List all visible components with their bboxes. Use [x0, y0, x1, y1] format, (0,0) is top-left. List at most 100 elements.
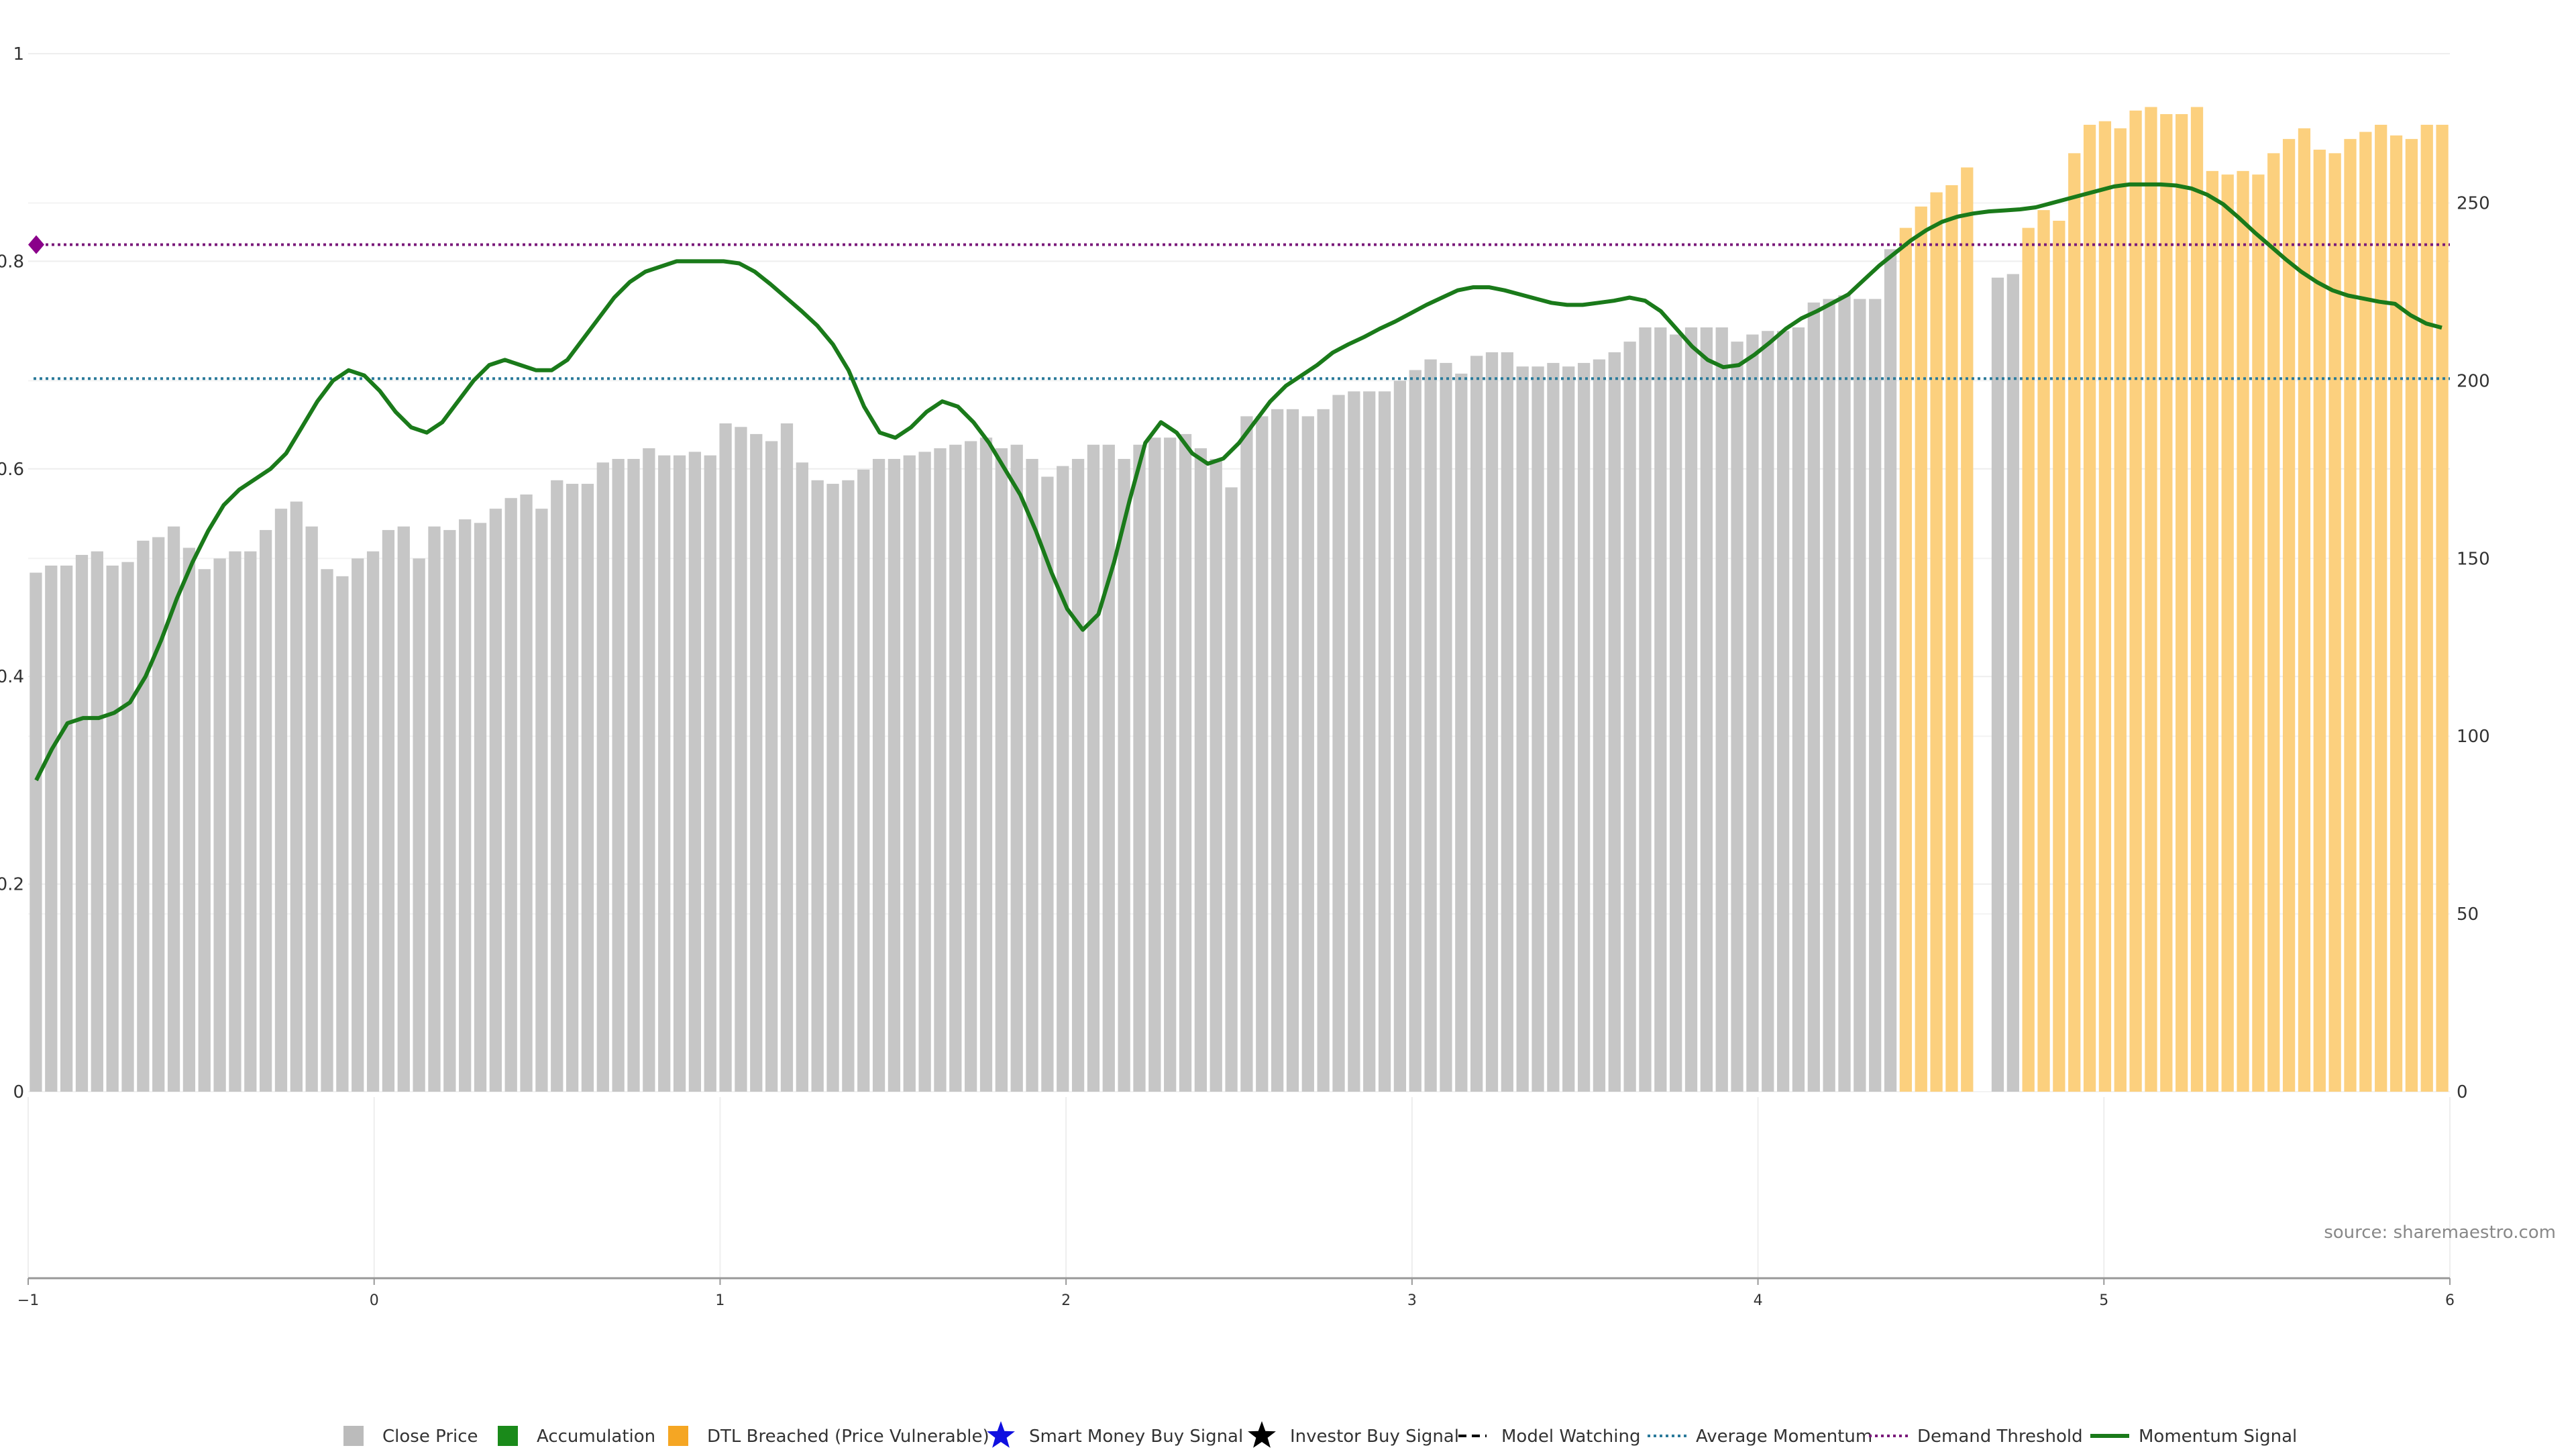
close-price-bar	[1700, 327, 1713, 1092]
source-label: source: sharemaestro.com	[2324, 1223, 2556, 1243]
dtl-breached-bar	[2083, 124, 2096, 1092]
dtl-breached-bar	[2420, 124, 2433, 1092]
close-price-bar	[535, 509, 548, 1092]
left-tick-label: 0.6	[0, 460, 24, 480]
close-price-bar	[1179, 433, 1192, 1092]
close-price-bar	[796, 462, 808, 1092]
left-tick-label: 0.4	[0, 667, 24, 687]
legend-item: Demand Threshold	[1869, 1427, 2083, 1447]
dtl-breached-bar	[2206, 170, 2218, 1092]
right-tick-label: 200	[2457, 371, 2490, 391]
close-price-bar	[1577, 362, 1591, 1092]
close-price-bar	[765, 441, 778, 1092]
indicator-lines	[28, 182, 2450, 782]
x-tick-label: 3	[1407, 1292, 1417, 1309]
dtl-breached-bar	[2037, 210, 2050, 1092]
legend-label: Close Price	[382, 1427, 478, 1447]
close-price-bar	[366, 551, 380, 1092]
dtl-breached-bar	[2053, 221, 2065, 1092]
left-tick-label: 1	[13, 44, 24, 64]
right-tick-label: 100	[2457, 727, 2490, 747]
legend-item: Investor Buy Signal	[1248, 1421, 1459, 1448]
close-price-bar	[1623, 342, 1636, 1092]
left-tick-label: 0.2	[0, 875, 24, 895]
close-price-bar	[489, 509, 502, 1092]
dtl-breached-bar	[2252, 174, 2265, 1092]
close-price-bar	[1854, 299, 1866, 1092]
right-tick-label: 250	[2457, 194, 2490, 214]
close-price-bar	[1991, 277, 2004, 1092]
close-price-bar	[75, 555, 89, 1092]
close-price-bar	[1501, 352, 1513, 1092]
close-price-bar	[1838, 295, 1851, 1092]
right-tick-label: 0	[2457, 1082, 2468, 1102]
close-price-bar	[229, 551, 241, 1092]
x-tick-label: 0	[370, 1292, 379, 1309]
close-price-bar	[1884, 249, 1897, 1092]
legend-label: Model Watching	[1501, 1427, 1640, 1447]
dtl-breached-bar	[1899, 227, 1913, 1092]
close-price-bar	[167, 526, 180, 1092]
price-bars	[30, 107, 2449, 1092]
dtl-breached-bar	[2098, 121, 2112, 1092]
close-price-bar	[321, 569, 333, 1092]
close-price-bar	[106, 565, 119, 1092]
legend-star-icon	[987, 1421, 1015, 1448]
close-price-bar	[627, 458, 640, 1092]
close-price-bar	[1363, 391, 1376, 1092]
close-price-bar	[612, 458, 625, 1092]
close-price-bar	[735, 427, 747, 1092]
x-tick-label: 6	[2445, 1292, 2455, 1309]
dtl-breached-bar	[1945, 185, 1958, 1092]
dtl-breached-bar	[2313, 150, 2326, 1092]
legend-label: Smart Money Buy Signal	[1029, 1427, 1243, 1447]
close-price-bar	[596, 462, 609, 1092]
dtl-breached-bar	[2145, 107, 2157, 1092]
close-price-bar	[979, 437, 993, 1092]
close-price-bar	[643, 448, 655, 1092]
close-price-bar	[1225, 487, 1238, 1092]
close-price-bar	[60, 565, 73, 1092]
close-price-bar	[1639, 327, 1652, 1092]
close-price-bar	[137, 540, 150, 1092]
close-price-bar	[1424, 359, 1437, 1092]
dtl-breached-bar	[2328, 153, 2341, 1092]
close-price-bar	[1470, 356, 1483, 1092]
close-price-bar	[260, 529, 272, 1092]
legend: Close Price Accumulation DTL Breached (Pri…	[343, 1421, 2297, 1448]
close-price-bar	[274, 509, 288, 1092]
close-price-bar	[1332, 395, 1345, 1092]
close-price-bar	[1041, 476, 1054, 1092]
legend-item: Smart Money Buy Signal	[987, 1421, 1243, 1448]
close-price-bar	[45, 565, 58, 1092]
close-price-bar	[290, 501, 303, 1092]
close-price-bar	[443, 529, 456, 1092]
close-price-bar	[1562, 366, 1575, 1092]
close-price-bar	[397, 526, 410, 1092]
close-price-bar	[1440, 362, 1452, 1092]
close-price-bar	[1317, 409, 1330, 1092]
close-price-bar	[1670, 334, 1682, 1092]
close-price-bar	[658, 455, 671, 1092]
x-tick-label: −1	[17, 1292, 39, 1309]
close-price-bar	[673, 455, 686, 1092]
close-price-bar	[1148, 437, 1161, 1092]
close-price-bar	[1762, 331, 1774, 1092]
close-price-bar	[1271, 409, 1284, 1092]
right-tick-label: 150	[2457, 549, 2490, 569]
close-price-bar	[1715, 327, 1728, 1092]
x-tick-label: 2	[1061, 1292, 1071, 1309]
close-price-bar	[872, 458, 885, 1092]
dtl-breached-bar	[2359, 132, 2372, 1092]
close-price-bar	[1256, 416, 1269, 1092]
left-tick-label: 0	[13, 1082, 24, 1102]
legend-label: Average Momentum	[1696, 1427, 1872, 1447]
close-price-bar	[1409, 370, 1421, 1092]
close-price-bar	[551, 480, 564, 1092]
dtl-breached-bar	[2237, 170, 2249, 1092]
close-price-bar	[995, 448, 1008, 1092]
dtl-breached-bar	[2176, 114, 2188, 1092]
close-price-bar	[1485, 352, 1499, 1092]
close-price-bar	[1240, 416, 1253, 1092]
left-tick-label: 0.8	[0, 252, 24, 272]
